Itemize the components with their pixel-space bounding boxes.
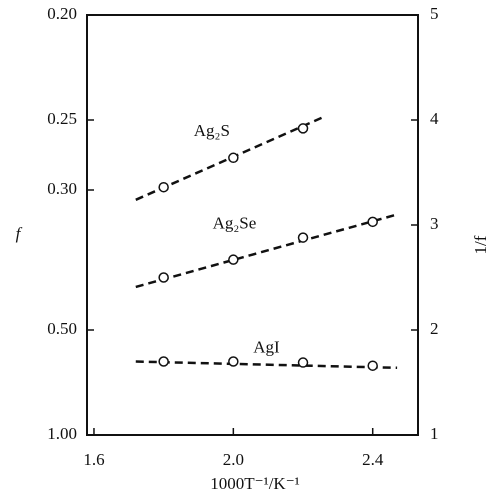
fit-line [135,115,325,201]
series-label: Ag₂Se [213,214,257,233]
data-point [228,152,239,164]
data-point [367,360,378,371]
data-point [297,123,309,134]
y-tick-label: 0.30 [47,179,77,198]
data-point [158,272,169,283]
data-point [158,356,169,367]
fit-line [135,360,398,370]
y2-tick-label: 5 [430,4,439,23]
x-tick-label: 1.6 [83,450,104,469]
fit-line [135,213,398,289]
y-tick-label: 0.50 [47,319,77,338]
y-tick-label: 0.20 [47,4,77,23]
series-label: AgI [253,338,280,357]
y-tick-label: 0.25 [47,109,77,128]
y-axis-label: f [16,224,23,243]
y2-tick-label: 1 [430,424,439,443]
data-point [228,254,239,265]
y2-axis-label: 1/f [471,235,490,254]
series-label: Ag₂S [194,121,230,140]
data-point [297,232,309,243]
data-point [367,216,378,228]
data-point [158,181,169,193]
y2-tick-label: 4 [430,109,439,128]
y2-tick-label: 3 [430,214,439,233]
x-tick-label: 2.0 [223,450,244,469]
data-point [228,356,239,367]
x-tick-label: 2.4 [362,450,384,469]
y2-tick-label: 2 [430,319,439,338]
x-axis-label: 1000T⁻¹/K⁻¹ [210,474,300,493]
data-point [297,357,309,368]
y-tick-label: 1.00 [47,424,77,443]
